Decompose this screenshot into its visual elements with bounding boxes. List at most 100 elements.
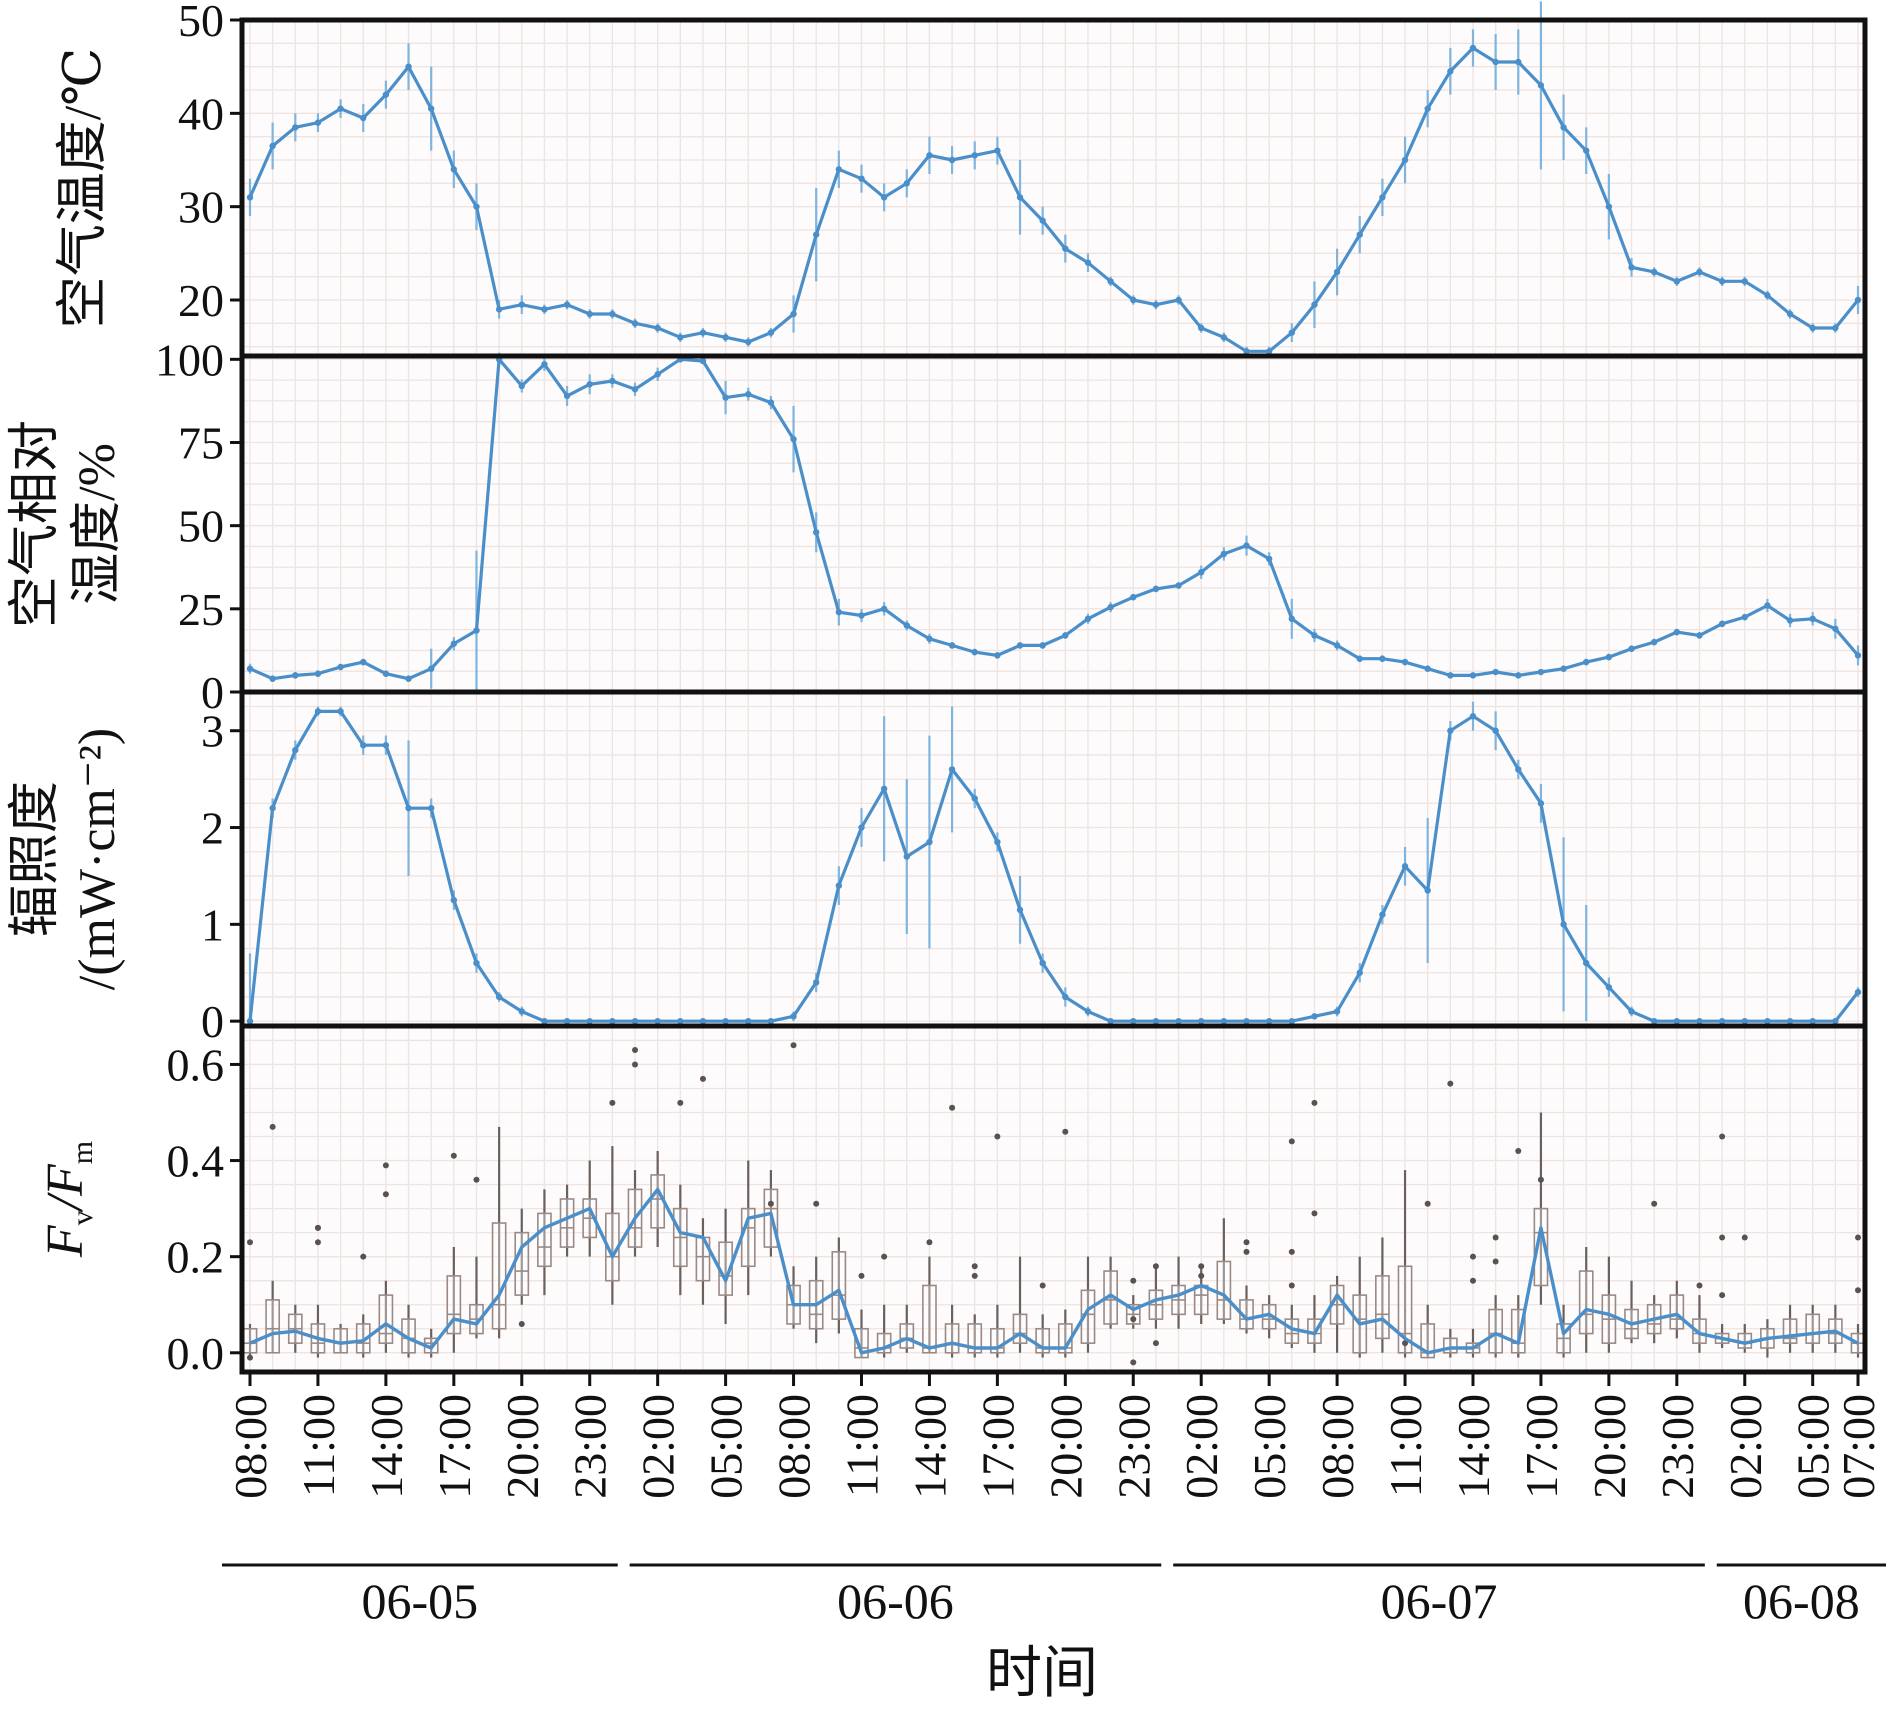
data-point bbox=[1130, 1017, 1137, 1025]
data-point bbox=[745, 1017, 752, 1025]
data-point bbox=[1537, 668, 1545, 676]
data-point bbox=[790, 310, 797, 318]
box bbox=[1216, 1260, 1232, 1320]
data-point bbox=[1311, 632, 1318, 639]
outlier-point bbox=[1719, 1292, 1726, 1299]
y-axis-title-part: F bbox=[37, 1224, 94, 1258]
data-point bbox=[835, 608, 843, 616]
data-point bbox=[767, 399, 775, 406]
data-point bbox=[1084, 615, 1092, 623]
data-point bbox=[1854, 988, 1862, 996]
data-point bbox=[994, 838, 1001, 846]
data-point bbox=[1718, 620, 1726, 628]
box bbox=[1488, 1308, 1504, 1354]
data-point bbox=[1107, 278, 1114, 285]
data-point bbox=[1605, 203, 1613, 210]
box bbox=[831, 1251, 847, 1320]
y-axis-title: Fv/Fm bbox=[37, 1141, 99, 1258]
data-point bbox=[1311, 1013, 1318, 1020]
data-point bbox=[1084, 259, 1092, 266]
outlier-point bbox=[1696, 1282, 1703, 1289]
data-point bbox=[337, 663, 344, 671]
data-point bbox=[1696, 1017, 1703, 1025]
data-point bbox=[1198, 1017, 1205, 1025]
y-axis-title-part: v bbox=[66, 1210, 99, 1225]
x-tick-label: 20:00 bbox=[1584, 1394, 1635, 1499]
data-point bbox=[1832, 1017, 1839, 1025]
data-point bbox=[1198, 569, 1205, 576]
y-axis-title-part: m bbox=[66, 1141, 99, 1164]
outlier-point bbox=[1288, 1282, 1295, 1289]
data-point bbox=[1447, 672, 1454, 679]
x-tick-label: 08:00 bbox=[1312, 1394, 1363, 1499]
data-point bbox=[880, 194, 888, 201]
data-point bbox=[745, 338, 752, 346]
data-point bbox=[1741, 613, 1748, 621]
x-tick-label: 20:00 bbox=[497, 1394, 548, 1499]
data-point bbox=[1401, 658, 1409, 666]
x-tick-label: 11:00 bbox=[836, 1394, 887, 1497]
outlier-point bbox=[1492, 1234, 1499, 1241]
box bbox=[1805, 1313, 1821, 1344]
outlier-point bbox=[813, 1200, 820, 1207]
x-tick-label: 14:00 bbox=[904, 1394, 955, 1499]
data-point bbox=[1809, 324, 1816, 332]
panel-2: 0 25 50 75 100 空气相对 湿度/% bbox=[7, 334, 1868, 718]
data-point bbox=[1628, 645, 1635, 652]
outlier-point bbox=[450, 1152, 457, 1159]
data-point bbox=[1401, 156, 1409, 164]
data-point bbox=[518, 301, 525, 308]
data-point bbox=[1741, 278, 1748, 285]
x-tick-label: 17:00 bbox=[972, 1394, 1023, 1499]
data-point bbox=[269, 675, 276, 682]
panel-frame bbox=[239, 1023, 1868, 1375]
y-tick-label: 0.2 bbox=[167, 1232, 225, 1283]
data-point bbox=[1198, 324, 1205, 332]
series-line bbox=[248, 46, 1860, 353]
data-point bbox=[1243, 1017, 1250, 1025]
data-point bbox=[563, 392, 571, 400]
data-point bbox=[1764, 602, 1771, 609]
data-point bbox=[1515, 672, 1522, 679]
outlier-point bbox=[632, 1061, 639, 1068]
data-point bbox=[1786, 617, 1794, 624]
data-point bbox=[1379, 911, 1386, 918]
data-point bbox=[1220, 1017, 1228, 1025]
outlier-point bbox=[360, 1253, 367, 1260]
data-point bbox=[1130, 296, 1137, 304]
data-point bbox=[586, 1017, 593, 1025]
x-axis-title: 时间 bbox=[986, 1643, 1098, 1705]
outlier-point bbox=[1288, 1248, 1295, 1255]
data-point bbox=[1560, 124, 1567, 131]
data-point bbox=[1696, 268, 1703, 276]
data-point bbox=[926, 838, 933, 846]
data-point bbox=[1696, 632, 1703, 639]
x-tick-label: 02:00 bbox=[1720, 1394, 1771, 1499]
outlier-point bbox=[1311, 1210, 1318, 1217]
data-point bbox=[382, 670, 390, 677]
outlier-point bbox=[1130, 1277, 1137, 1284]
data-point bbox=[1016, 194, 1024, 201]
data-point bbox=[971, 795, 978, 802]
x-tick-label: 23:00 bbox=[1652, 1394, 1703, 1499]
data-point bbox=[1152, 301, 1160, 308]
date-label: 06-05 bbox=[362, 1573, 479, 1629]
data-point bbox=[450, 166, 458, 173]
data-point bbox=[1583, 658, 1590, 666]
outlier-point bbox=[473, 1176, 480, 1183]
panel-background bbox=[242, 20, 1865, 356]
outlier-point bbox=[1288, 1138, 1295, 1145]
x-tick-label: 17:00 bbox=[1516, 1394, 1567, 1499]
data-point bbox=[994, 147, 1001, 154]
data-point bbox=[1424, 887, 1431, 894]
data-point bbox=[1650, 638, 1658, 646]
data-point bbox=[1356, 231, 1363, 238]
y-tick-label: 50 bbox=[178, 501, 224, 552]
data-point bbox=[1265, 555, 1273, 563]
outlier-point bbox=[971, 1263, 978, 1270]
data-point bbox=[1288, 1017, 1296, 1025]
data-point bbox=[1650, 1017, 1658, 1025]
data-point bbox=[1424, 665, 1431, 672]
data-point bbox=[563, 301, 571, 308]
